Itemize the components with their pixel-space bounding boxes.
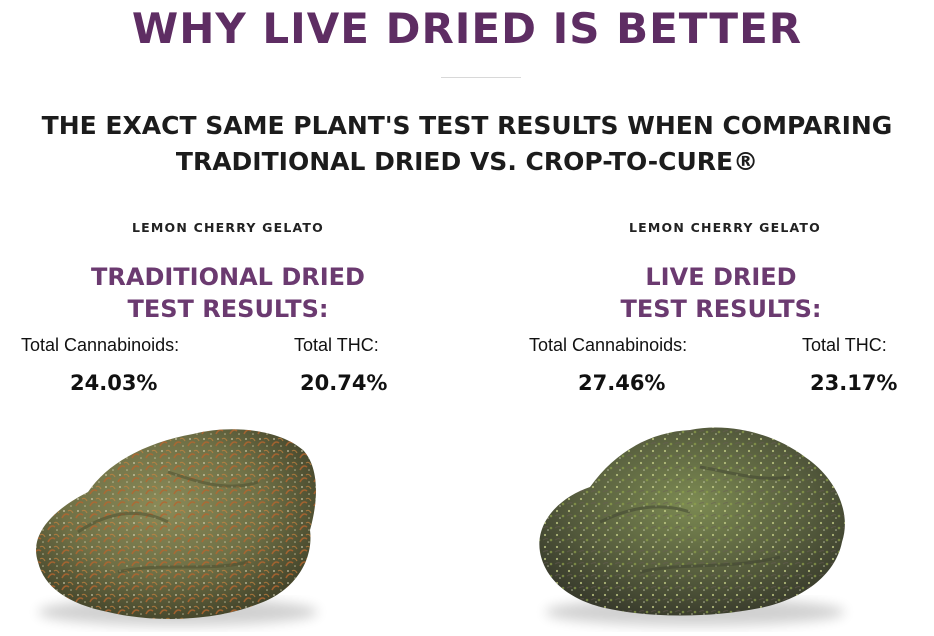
subtitle-line-2: TRADITIONAL DRIED VS. CROP-TO-CURE® xyxy=(175,147,759,176)
heading-line-2: TEST RESULTS: xyxy=(620,295,822,323)
strain-name: LEMON CHERRY GELATO xyxy=(132,220,324,235)
total-cannabinoids-value: 24.03% xyxy=(70,371,158,395)
page-subtitle: THE EXACT SAME PLANT'S TEST RESULTS WHEN… xyxy=(0,108,934,180)
title-divider xyxy=(441,77,521,78)
heading-line-1: LIVE DRIED xyxy=(645,263,797,291)
strain-name: LEMON CHERRY GELATO xyxy=(629,220,821,235)
heading-line-1: TRADITIONAL DRIED xyxy=(91,263,365,291)
traditional-dried-bud-image xyxy=(36,429,318,626)
traditional-results-heading: TRADITIONAL DRIED TEST RESULTS: xyxy=(18,261,438,325)
live-dried-bud-image xyxy=(539,427,845,626)
total-thc-value: 20.74% xyxy=(300,371,388,395)
total-thc-label: Total THC: xyxy=(294,335,379,355)
total-cannabinoids-label: Total Cannabinoids: xyxy=(21,335,180,355)
subtitle-line-1: THE EXACT SAME PLANT'S TEST RESULTS WHEN… xyxy=(41,111,893,140)
page-title: WHY LIVE DRIED IS BETTER xyxy=(131,4,803,53)
live-results-heading: LIVE DRIED TEST RESULTS: xyxy=(511,261,931,325)
total-thc-label: Total THC: xyxy=(802,335,887,355)
total-cannabinoids-label: Total Cannabinoids: xyxy=(529,335,688,355)
heading-line-2: TEST RESULTS: xyxy=(127,295,329,323)
total-thc-value: 23.17% xyxy=(810,371,898,395)
total-cannabinoids-value: 27.46% xyxy=(578,371,666,395)
